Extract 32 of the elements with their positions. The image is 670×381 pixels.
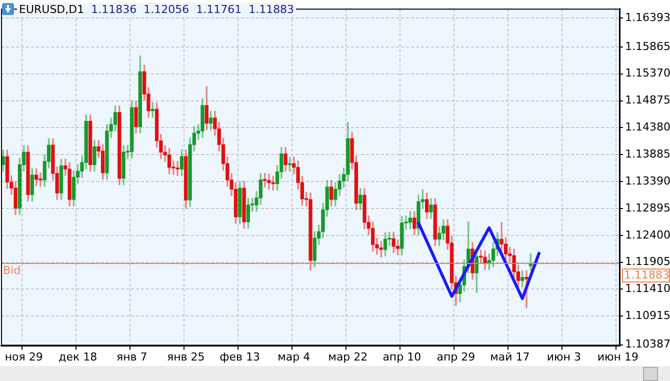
y-tick-label: 1.13390 (625, 174, 670, 188)
y-tick-label: 1.14875 (625, 94, 670, 107)
candlestick (388, 232, 392, 246)
x-tick-label: дек 18 (58, 350, 98, 364)
x-tick-label: мар 4 (278, 350, 310, 364)
y-tick-label: 1.10387 (625, 338, 670, 351)
x-tick-label: фев 13 (220, 350, 260, 364)
y-tick-label: 1.11410 (625, 282, 670, 296)
x-tick-label: июн 19 (597, 350, 638, 364)
y-tick-label: 1.15865 (625, 40, 670, 53)
x-tick-label: мар 22 (328, 350, 368, 364)
ref-line-label: Bid (3, 264, 21, 277)
x-tick-label: ноя 29 (4, 350, 43, 364)
text: 1.11883 (624, 268, 670, 282)
candlestick (38, 172, 42, 187)
y-tick-label: 1.15370 (625, 66, 670, 80)
chart-title: EURUSD,D1 1.11836 1.12056 1.11761 1.11883 (19, 3, 294, 16)
y-tick-label: 1.14380 (625, 120, 670, 134)
x-tick-label: апр 10 (382, 350, 422, 364)
x-tick-label: май 17 (490, 350, 530, 364)
candlestick (176, 161, 180, 176)
x-tick-label: апр 29 (436, 350, 476, 364)
candlestick (267, 174, 271, 190)
y-tick-label: 1.12895 (625, 201, 670, 214)
y-tick-label: 1.11905 (625, 255, 670, 268)
y-tick-label: 1.12400 (625, 228, 670, 242)
x-tick-label: янв 7 (116, 350, 148, 364)
y-tick-label: 1.13885 (625, 147, 670, 160)
y-tick-label: 1.16393 (625, 11, 670, 24)
x-tick-label: июн 3 (546, 350, 581, 364)
y-tick-label: 1.10915 (625, 309, 670, 322)
x-tick-label: янв 25 (166, 350, 205, 364)
